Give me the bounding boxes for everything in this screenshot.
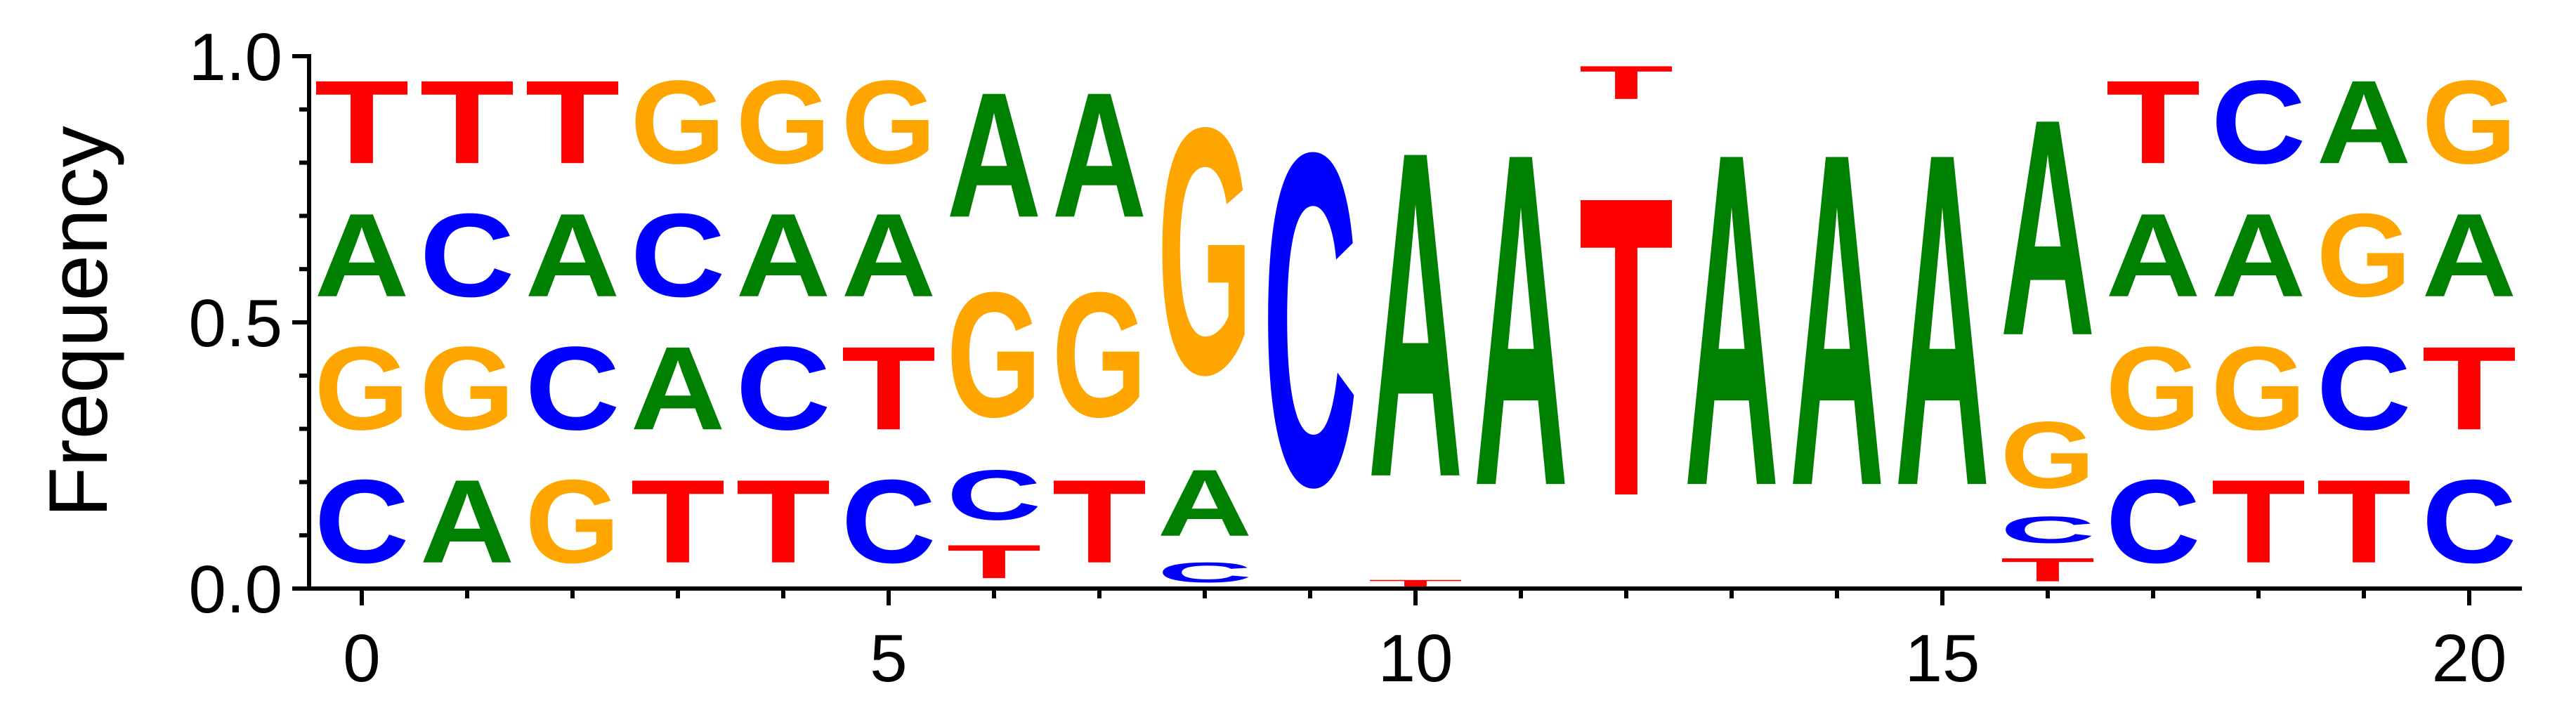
logo-letter-C-pos-16-1: C	[2001, 508, 2096, 551]
logo-letter-A-pos-18-2: A	[2211, 189, 2306, 322]
logo-letter-A-pos-3-1: A	[631, 322, 726, 454]
logo-letter-G-pos-4-3: G	[736, 56, 831, 189]
axes: 0.0 0.5 1.0 0 5 10 15 20	[189, 20, 2522, 696]
logo-letter-A-pos-2-2: A	[525, 189, 620, 322]
x-axis-ticks: 0 5 10 15 20	[343, 589, 2506, 696]
logo-letter-G-pos-7-1: G	[1052, 256, 1147, 455]
logo-letter-A-pos-4-2: A	[736, 189, 831, 322]
y-tick-label: 1.0	[189, 20, 282, 95]
y-axis-ticks: 0.0 0.5 1.0	[189, 20, 309, 627]
logo-letter-G-pos-6-2: G	[947, 256, 1042, 455]
x-tick-label: 0	[343, 621, 380, 696]
logo-letter-A-pos-8-1: A	[1158, 449, 1253, 556]
logo-letter-C-pos-9-0: C	[1263, 55, 1358, 585]
logo-letter-A-pos-20-2: A	[2422, 189, 2517, 322]
x-tick-label: 20	[2432, 621, 2507, 696]
logo-letter-G-pos-5-3: G	[842, 56, 936, 189]
logo-letter-C-pos-4-1: C	[736, 322, 831, 454]
logo-letter-T-pos-1-3: T	[420, 55, 515, 188]
logo-letter-C-pos-3-2: C	[631, 189, 726, 322]
logo-letter-C-pos-6-1: C	[947, 455, 1042, 534]
logo-letter-C-pos-1-2: C	[420, 189, 515, 322]
logo-letter-C-pos-5-0: C	[842, 455, 936, 588]
logo-letter-G-pos-0-1: G	[315, 322, 410, 455]
y-tick-label: 0.0	[189, 552, 282, 627]
logo-letter-C-pos-19-1: C	[2317, 322, 2412, 454]
logo-letter-C-pos-17-0: C	[2106, 455, 2201, 588]
logo-letter-C-pos-18-3: C	[2211, 55, 2306, 188]
logo-letter-A-pos-16-3: A	[2001, 55, 2096, 400]
logo-letter-A-pos-0-2: A	[315, 189, 410, 322]
logo-letter-C-pos-2-1: C	[525, 322, 620, 454]
logo-letter-T-pos-18-0: T	[2211, 455, 2306, 588]
logo-letter-G-pos-20-3: G	[2422, 56, 2517, 189]
logo-letter-T-pos-19-0: T	[2317, 455, 2412, 588]
logo-letter-T-pos-2-3: T	[525, 55, 620, 188]
logo-letter-A-pos-13-0: A	[1685, 55, 1779, 585]
logo-letter-T-pos-12-0: T	[1579, 108, 1674, 586]
logo-letter-C-pos-8-0: C	[1158, 556, 1253, 588]
logo-letter-C-pos-20-0: C	[2422, 455, 2517, 588]
logo-letter-C-pos-0-0: C	[315, 455, 410, 588]
logo-letter-T-pos-12-1: T	[1579, 56, 1674, 110]
logo-letter-A-pos-15-0: A	[1895, 55, 1990, 585]
logo-letter-G-pos-19-2: G	[2317, 190, 2412, 322]
logo-letter-A-pos-19-3: A	[2317, 55, 2412, 188]
logo-letter-T-pos-6-0: T	[947, 535, 1042, 589]
logo-letter-G-pos-1-1: G	[420, 322, 515, 455]
logo-letter-T-pos-20-1: T	[2422, 322, 2517, 454]
logo-letter-T-pos-3-0: T	[631, 455, 726, 588]
logo-letter-A-pos-11-0: A	[1474, 55, 1569, 585]
y-tick-label: 0.5	[189, 286, 282, 361]
logo-letter-A-pos-10-1: A	[1368, 55, 1463, 575]
x-tick-label: 10	[1378, 621, 1453, 696]
logo-letter-G-pos-8-2: G	[1158, 55, 1253, 448]
logo-letter-T-pos-4-0: T	[736, 455, 831, 588]
y-axis-title: Frequency	[32, 126, 125, 518]
logo-letter-G-pos-18-1: G	[2211, 322, 2306, 455]
logo-letter-A-pos-17-2: A	[2106, 189, 2201, 322]
logo-letter-T-pos-7-0: T	[1052, 455, 1147, 588]
x-tick-label: 15	[1905, 621, 1980, 696]
logo-letter-T-pos-16-0: T	[2001, 551, 2096, 589]
logo-letter-T-pos-5-1: T	[842, 322, 936, 454]
logo-letter-A-pos-5-2: A	[842, 189, 936, 322]
logo-letter-G-pos-16-2: G	[2001, 402, 2096, 508]
logo-letter-G-pos-17-1: G	[2106, 322, 2201, 455]
logo-letter-A-pos-14-0: A	[1790, 55, 1885, 585]
logo-letter-A-pos-1-0: A	[420, 455, 515, 588]
x-tick-label: 5	[870, 621, 907, 696]
logo-letter-G-pos-3-3: G	[631, 56, 726, 189]
logo-letter-T-pos-0-3: T	[315, 55, 410, 188]
logo-letter-A-pos-6-3: A	[947, 56, 1042, 256]
logo-letter-G-pos-2-0: G	[525, 456, 620, 589]
logo-letter-A-pos-7-2: A	[1052, 56, 1147, 256]
logo-letter-T-pos-17-3: T	[2106, 55, 2201, 188]
logo-letter-T-pos-10-0: T	[1368, 578, 1463, 589]
